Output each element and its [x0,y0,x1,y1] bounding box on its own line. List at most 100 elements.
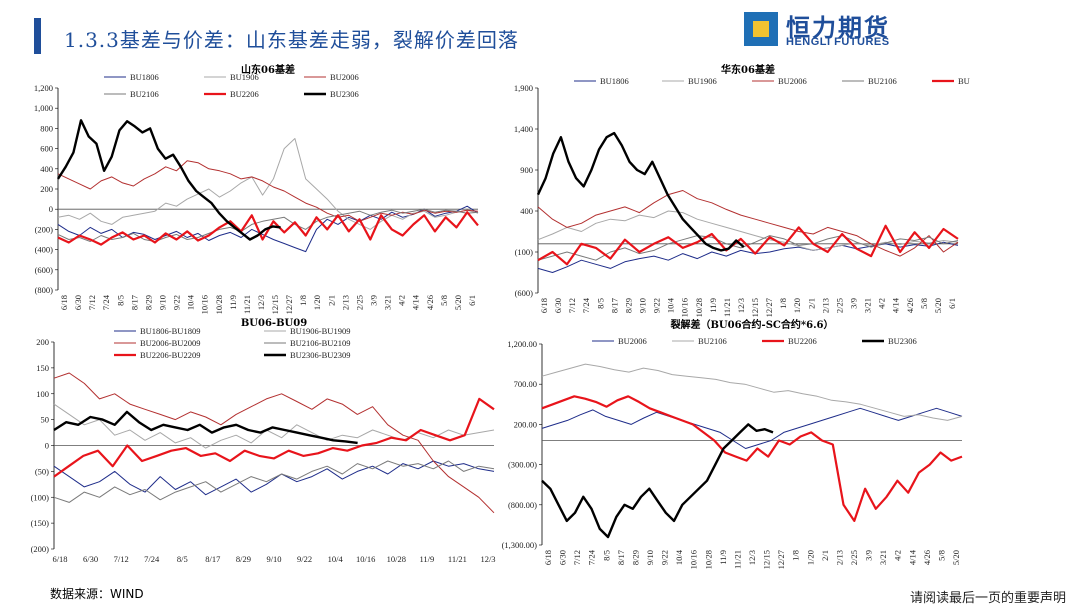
series-line-bu2306 [536,131,745,252]
data-source-note: 数据来源：WIND [50,587,144,601]
x-tick-label: 6/18 [59,295,69,310]
x-tick-label: 10/28 [703,550,713,569]
y-tick-label: 0 [45,441,49,451]
legend-label: BU2006-BU2009 [140,338,200,348]
x-tick-label: 6/30 [73,295,83,310]
y-tick-label: 0 [49,204,53,214]
logo-english-name: HENGLI FUTURES [786,36,890,48]
x-tick-label: 3/9 [849,298,859,309]
x-tick-label: 11/21 [732,550,742,569]
x-tick-label: 8/29 [623,298,633,313]
legend-label: BU2306 [888,336,917,346]
x-tick-label: 8/29 [630,550,640,565]
x-tick-label: 7/24 [587,549,597,565]
legend-label: BU2106 [698,336,727,346]
x-tick-label: 10/28 [387,554,406,564]
x-tick-label: 8/5 [177,554,188,564]
y-tick-label: 200 [40,184,53,194]
x-tick-label: 2/13 [340,295,350,310]
legend-label: BU2006 [778,76,807,86]
x-tick-label: 3/9 [864,550,874,561]
chart-crack-spread: 裂解差（BU06合约-SC合约*6.6） 1,200.00 700.00 200.00… [502,318,963,569]
x-tick-label: 2/25 [834,298,844,313]
x-tick-label: 6/1 [467,295,477,306]
x-tick-label: 5/8 [919,298,929,309]
x-tick-label: 6/1 [947,298,957,309]
y-tick-label: 1,200 [34,83,53,93]
y-tick-label: 400 [520,206,533,216]
x-tick-label: 9/10 [645,550,655,565]
x-tick-label: 8/17 [616,550,626,565]
x-tick-label: 12/15 [750,298,760,317]
x-tick-label: 5/8 [936,550,946,561]
y-tick-label: 1,400 [514,124,533,134]
y-tick-label: (200) [31,544,50,554]
y-tick-label: (100) [31,492,50,502]
x-tick-label: 8/17 [205,554,220,564]
x-tick-label: 8/17 [129,295,139,310]
legend-label: BU1806 [600,76,629,86]
legend-label: BU1806-BU1809 [140,326,200,336]
x-tick-label: 1/8 [298,295,308,306]
x-tick-label: 5/20 [453,295,463,310]
x-tick-label: 9/10 [637,298,647,313]
x-tick-label: 10/4 [186,294,196,310]
legend-label: BU2006 [330,72,359,82]
x-tick-label: 4/14 [907,549,917,565]
x-tick-label: 2/1 [820,550,830,561]
series-line-bu2306 [541,423,774,539]
x-tick-label: 3/21 [878,550,888,565]
y-tick-label: 600 [40,144,53,154]
x-tick-label: 12/15 [270,295,280,314]
x-tick-label: 9/22 [172,295,182,310]
x-tick-label: 4/2 [893,550,903,561]
x-tick-label: 8/29 [143,295,153,310]
x-tick-label: 10/4 [666,297,676,313]
x-tick-label: 8/29 [236,554,251,564]
y-tick-label: (200) [35,224,54,234]
x-tick-label: 4/26 [922,550,932,565]
x-tick-label: 3/9 [369,295,379,306]
series-line-bu2006 [57,160,479,222]
x-tick-label: 1/8 [778,298,788,309]
x-tick-label: 11/9 [228,295,238,310]
legend-label: BU2106 [868,76,897,86]
x-tick-label: 1/20 [805,550,815,565]
logo-chinese-name: 恒力期货 [786,14,890,42]
x-tick-label: 12/3 [480,554,495,564]
x-tick-label: 4/2 [397,295,407,306]
x-tick-label: 8/5 [601,550,611,561]
legend-label: BU2306-BU2309 [290,350,350,360]
x-tick-label: 5/8 [439,295,449,306]
legend-label: BU1906-BU1909 [290,326,350,336]
x-tick-label: 10/16 [680,298,690,317]
x-tick-label: 7/24 [101,294,111,310]
chart-title: 华东06基差 [721,63,775,76]
series-line-bu2306-bu2309 [53,410,358,445]
y-tick-label: (150) [31,518,50,528]
x-tick-label: 7/12 [114,554,129,564]
x-tick-label: 2/13 [834,550,844,565]
x-tick-label: 9/22 [297,554,312,564]
y-tick-label: 100 [36,389,49,399]
x-tick-label: 11/21 [448,554,467,564]
y-tick-label: (600) [35,265,54,275]
legend-label: BU1806 [130,72,159,82]
x-tick-label: 10/28 [214,295,224,314]
series-line-bu2206 [537,224,959,266]
x-tick-label: 4/14 [891,297,901,313]
title-accent-bar [34,18,41,54]
x-tick-label: 2/13 [820,298,830,313]
x-tick-label: 8/17 [609,298,619,313]
x-tick-label: 10/16 [356,554,375,564]
x-tick-label: 4/26 [905,298,915,313]
x-tick-label: 2/25 [354,295,364,310]
page-title: 1.3.3基差与价差：山东基差走弱，裂解价差回落 [64,28,519,52]
disclaimer-note: 请阅读最后一页的重要声明 [909,591,1066,606]
x-tick-label: 11/21 [722,298,732,317]
legend-label: BU1906 [688,76,717,86]
x-tick-label: 7/24 [144,554,160,564]
chart-shandong-basis: 山东06基差 1,200 1,000 800 600 400 200 0 (200) (400) (… [34,63,479,314]
logo-mark-icon [744,12,778,46]
series-line-bu2206 [57,211,479,246]
